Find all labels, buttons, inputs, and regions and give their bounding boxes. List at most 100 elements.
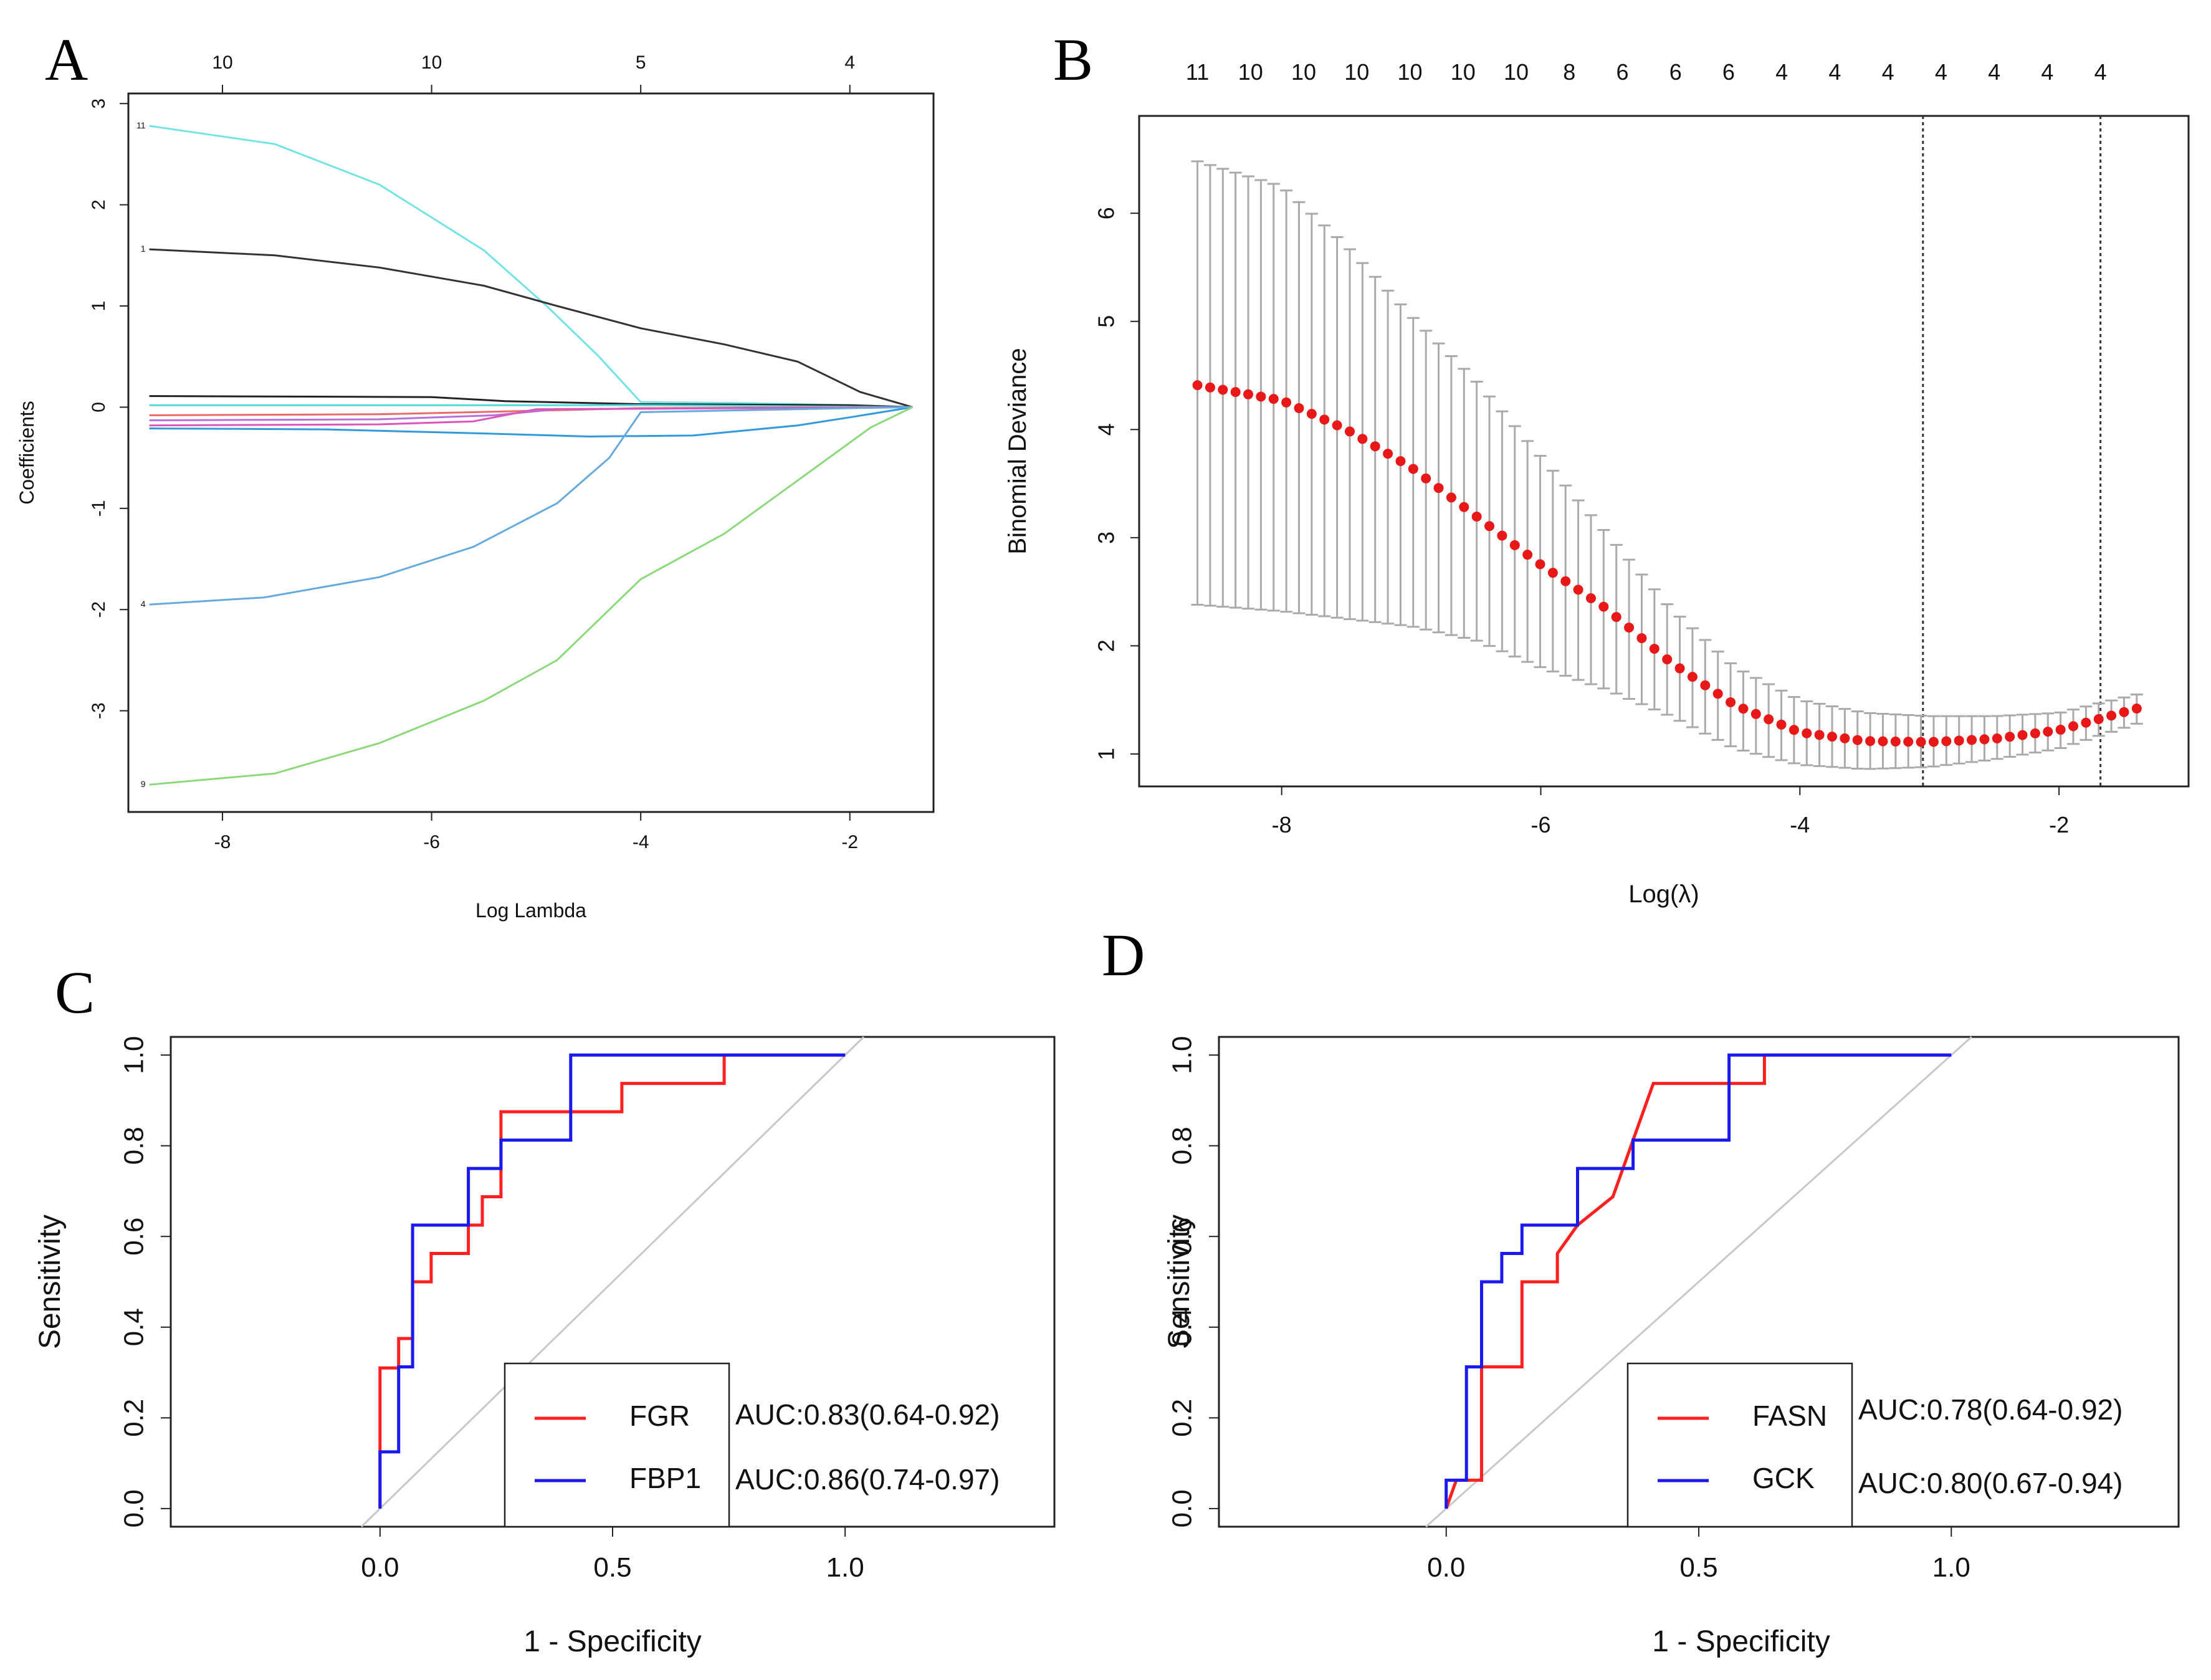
panel-c-roc-curve-fbp1 [378,1053,846,1509]
panel-b-deviance-point [1674,663,1685,674]
panel-b-deviance-point [2081,717,2091,728]
panel-b-deviance-point [1332,420,1342,431]
panel-b-deviance-point [1230,387,1241,398]
panel-a-y-tick-label: 2 [88,199,109,210]
panel-b-deviance-point [1306,409,1317,419]
panel-b-deviance-point [1712,689,1723,699]
panel-b-x-tick-label: -4 [1790,812,1810,838]
panel-b-y-axis-label: Binomial Deviance [1004,348,1031,554]
panel-b-deviance-point [1611,612,1621,623]
panel-b-top-count-label: 4 [1882,59,1894,85]
panel-b-deviance-point [1662,654,1673,665]
panel-b-deviance-point [1268,394,1279,404]
panel-a-x-tick-label: -8 [214,832,231,852]
panel-b-y-tick-label: 5 [1094,315,1119,328]
panel-b-deviance-point [1624,623,1635,633]
panel-a-series-label: 9 [141,779,146,789]
panel-d-legend-label: FASN [1752,1400,1827,1432]
panel-d-legend-label: GCK [1752,1462,1815,1494]
panel-b-y-tick-label: 4 [1094,423,1119,436]
panel-b-top-count-label: 4 [1988,59,2000,85]
panel-b-x-tick-label: -2 [2049,812,2069,838]
panel-b-deviance-point [2106,710,2117,721]
panel-b-deviance-point [1535,559,1545,570]
panel-c-legend-box [504,1362,730,1528]
panel-a-lasso-coefficients: -8 -6 -4 -2 10 10 5 4 -3 -2 -1 0 1 2 3 Log Lambda Coeffi… [16,52,935,922]
panel-b-top-count-label: 4 [2094,59,2107,85]
panel-b-top-count-label: 4 [1775,59,1788,85]
panel-b-top-count-label: 10 [1451,59,1476,85]
panel-a-top-tick-label: 5 [636,52,646,73]
panel-a-y-tick-label: -2 [88,601,109,618]
panel-d-roc-curve-fasn [1445,1053,1952,1509]
panel-b-deviance-point [1992,733,2002,744]
panel-a-y-tick-label: 1 [88,301,109,312]
panel-b-deviance-point [1687,672,1698,682]
panel-b-deviance-point [2005,732,2015,742]
panel-a-top-tick-label: 10 [212,52,232,73]
panel-c-x-tick-label: 0.5 [593,1552,631,1583]
panel-a-series-line [149,406,914,786]
panel-b-top-count-label: 10 [1344,59,1369,85]
panel-d-roc: 0.0 0.5 1.0 0.0 0.2 0.4 0.6 0.8 1.0 1 - Specifici… [1163,1036,2180,1658]
panel-b-deviance-point [1294,403,1304,413]
panel-letter-a: A [45,26,88,93]
panel-b-deviance-point [1319,414,1330,425]
panel-b-cv-deviance: -8 -6 -4 -2 1 2 3 4 5 6 11 10 10 10 10 10 10 8 6 6 6 4 4 4 4 4 4 4 L… [1004,59,2190,908]
panel-b-deviance-point [2055,725,2066,735]
panel-b-deviance-point [1408,464,1418,474]
panel-a-x-axis-label: Log Lambda [475,899,586,922]
panel-a-series-line [149,125,913,408]
panel-b-y-tick-label: 6 [1094,207,1119,219]
panel-b-deviance-point [1916,737,1926,747]
panel-b-deviance-point [1840,733,1850,743]
panel-b-top-count-label: 6 [1616,59,1628,85]
panel-a-series-line [149,248,913,408]
panel-d-diagonal-reference [1425,1036,1972,1528]
panel-d-y-tick-label: 0.0 [1167,1489,1198,1527]
panel-b-top-count-label: 4 [1935,59,1947,85]
panel-b-deviance-point [1776,719,1787,730]
panel-b-top-count-label: 11 [1186,59,1209,85]
panel-b-deviance-point [1433,483,1444,494]
panel-c-roc-curve-fgr [378,1053,846,1509]
panel-b-deviance-point [2030,728,2040,738]
panel-b-deviance-point [1967,735,1977,745]
panel-c-x-axis-label: 1 - Specificity [523,1625,701,1658]
panel-letter-b: B [1053,26,1093,93]
panel-b-deviance-point [1218,384,1228,395]
panel-b-deviance-point [2131,704,2142,714]
panel-a-y-tick-label: 3 [88,98,109,109]
panel-b-top-count-label: 10 [1504,59,1529,85]
panel-b-deviance-point [1573,585,1583,595]
panel-b-deviance-point [1903,737,1914,747]
panel-letter-c: C [55,959,95,1026]
panel-a-series-label: 4 [141,599,146,609]
panel-b-deviance-point [1928,737,1939,747]
panel-b-top-count-label: 6 [1722,59,1735,85]
panel-d-y-tick-label: 0.6 [1167,1218,1198,1256]
panel-c-diagonal-reference [360,1036,865,1528]
panel-b-deviance-point [1484,521,1495,532]
panel-b-deviance-point [1547,568,1558,578]
panel-d-y-axis-label: Sensitivity [1163,1215,1196,1349]
panel-b-deviance-point [2119,707,2129,717]
panel-b-deviance-point [1446,492,1456,503]
panel-c-auc-label: AUC:0.83(0.64-0.92) [735,1398,1000,1431]
panel-b-deviance-point [1243,389,1254,399]
panel-a-series-line [149,406,913,427]
panel-c-y-tick-label: 0.4 [119,1308,150,1346]
panel-b-deviance-point [1802,728,1812,738]
panel-b-deviance-point [2017,730,2028,740]
panel-b-x-axis-label: Log(λ) [1628,881,1699,908]
panel-c-x-tick-label: 0.0 [361,1552,399,1583]
panel-b-deviance-point [1395,456,1406,467]
panel-b-deviance-point [1764,714,1774,725]
panel-b-y-tick-label: 3 [1094,532,1119,544]
panel-a-y-tick-label: -1 [88,500,109,517]
panel-b-deviance-point [1865,736,1876,747]
panel-c-roc: 0.0 0.5 1.0 0.0 0.2 0.4 0.6 0.8 1.0 1 - Specifici… [34,1036,1056,1658]
panel-c-legend-label: FGR [629,1400,690,1432]
panel-b-deviance-point [1788,725,1799,735]
panel-b-deviance-point [1497,530,1507,541]
